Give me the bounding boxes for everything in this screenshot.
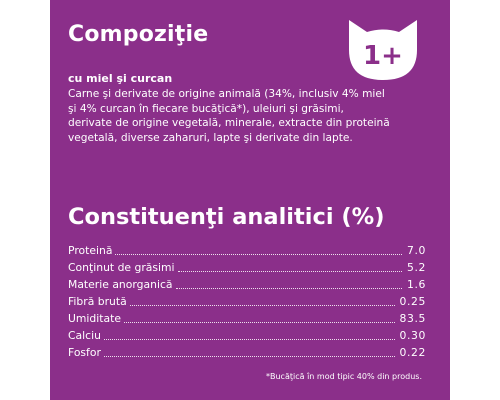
dot-leader [129, 305, 395, 306]
dot-leader [175, 288, 403, 289]
dot-leader [115, 254, 403, 255]
nutrition-label: Conţinut de grăsimi [68, 261, 177, 274]
nutrition-row-inorganic: Materie anorganică 1.6 [68, 274, 426, 291]
dot-leader [177, 271, 403, 272]
nutrition-label: Materie anorganică [68, 278, 175, 291]
age-badge-text: 1+ [363, 41, 403, 71]
nutrition-label: Umiditate [68, 312, 123, 325]
nutrition-label: Fosfor [68, 346, 103, 359]
nutrition-row-calcium: Calciu 0.30 [68, 325, 426, 342]
composition-subheading: cu miel şi curcan [68, 72, 173, 85]
cat-head-icon: 1+ [337, 12, 429, 86]
footnote: *Bucăţică în mod tipic 40% din produs. [266, 372, 422, 381]
nutrition-value: 0.30 [399, 329, 426, 342]
nutrition-value: 1.6 [407, 278, 426, 291]
composition-panel: Compoziţie 1+ cu miel şi curcan Carne şi… [50, 0, 450, 400]
dot-leader [103, 356, 395, 357]
dot-leader [103, 339, 395, 340]
nutrition-row-moisture: Umiditate 83.5 [68, 308, 426, 325]
nutrition-value: 83.5 [399, 312, 426, 325]
nutrition-list: Proteină 7.0 Conţinut de grăsimi 5.2 Mat… [68, 240, 426, 359]
analytic-title: Constituenţi analitici (%) [68, 204, 385, 230]
nutrition-label: Proteină [68, 244, 115, 257]
nutrition-value: 5.2 [407, 261, 426, 274]
nutrition-label: Fibră brută [68, 295, 129, 308]
nutrition-row-protein: Proteină 7.0 [68, 240, 426, 257]
nutrition-row-fibre: Fibră brută 0.25 [68, 291, 426, 308]
nutrition-value: 0.25 [399, 295, 426, 308]
nutrition-value: 7.0 [407, 244, 426, 257]
composition-title: Compoziţie [68, 22, 209, 47]
composition-description: Carne şi derivate de origine animală (34… [68, 88, 390, 144]
nutrition-row-phosphorus: Fosfor 0.22 [68, 342, 426, 359]
nutrition-value: 0.22 [399, 346, 426, 359]
dot-leader [124, 322, 395, 323]
nutrition-row-fat: Conţinut de grăsimi 5.2 [68, 257, 426, 274]
nutrition-label: Calciu [68, 329, 103, 342]
